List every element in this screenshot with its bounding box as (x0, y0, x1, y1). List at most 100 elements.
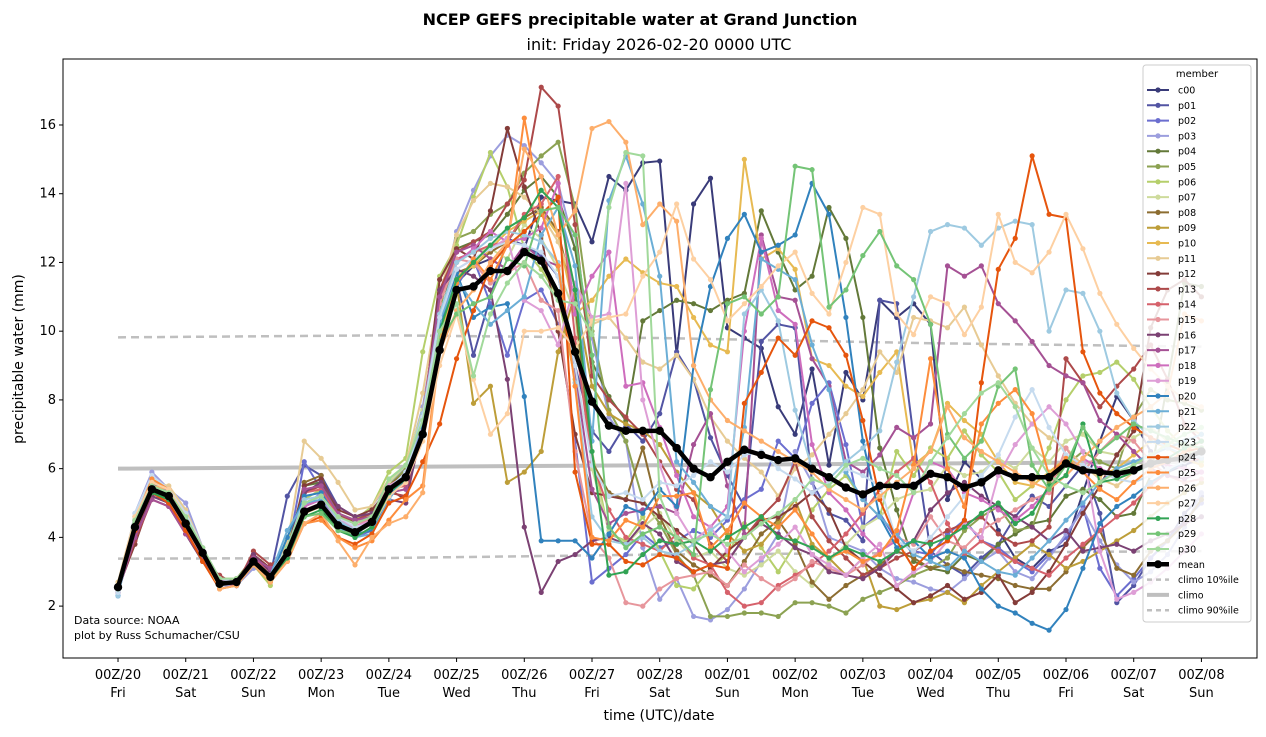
legend-swatch-marker (1155, 439, 1161, 445)
member-p09-point (606, 411, 612, 417)
member-p15-point (640, 603, 646, 609)
legend-swatch-marker (1155, 546, 1161, 552)
member-p06-point (386, 469, 392, 475)
member-p12-point (521, 184, 527, 190)
member-p29-point (826, 304, 832, 310)
member-p26-point (403, 514, 409, 520)
member-p20-point (741, 211, 747, 217)
member-p14-point (1080, 541, 1086, 547)
member-p24-point (572, 469, 578, 475)
member-p15-point (758, 576, 764, 582)
member-p26-point (961, 435, 968, 441)
member-p29-point (978, 438, 984, 444)
member-p18-point (860, 531, 866, 537)
x-tick-day-label: Wed (442, 686, 470, 701)
ensemble-mean-point (215, 579, 224, 588)
member-c00-point (690, 201, 697, 207)
member-p04-point (640, 318, 646, 324)
member-p13-point (894, 555, 900, 561)
ensemble-mean-point (435, 345, 444, 355)
member-p11-point (335, 479, 341, 485)
member-p23-point (860, 472, 866, 479)
member-p04-point (1097, 496, 1103, 503)
ensemble-mean-point (1011, 473, 1020, 482)
member-p30-point (487, 311, 494, 317)
member-p03-point (690, 613, 697, 620)
member-p09-point (487, 383, 494, 389)
member-p29-point (1114, 435, 1120, 441)
member-p11-point (487, 180, 494, 187)
x-tick-date-label: 00Z/24 (366, 668, 412, 683)
member-p11-point (453, 232, 460, 238)
member-p28-point (453, 277, 460, 283)
member-p17-point (944, 263, 951, 269)
member-p03-point (961, 576, 968, 582)
ensemble-mean-point (486, 266, 495, 276)
member-p29-point (1131, 421, 1137, 427)
member-p26-point (843, 496, 849, 503)
member-p16-point (944, 490, 951, 496)
member-p24-point (470, 307, 477, 314)
member-p29-point (894, 263, 900, 269)
member-c00-point (944, 496, 951, 503)
member-p21-point (1080, 500, 1086, 506)
legend-label: climo 90%ile (1178, 606, 1239, 617)
ensemble-mean-point (1095, 467, 1105, 477)
member-p30-point (724, 541, 731, 547)
member-p17-point (623, 510, 629, 516)
member-p09-point (538, 448, 544, 455)
ensemble-mean-point (1061, 459, 1071, 468)
member-p04-point (1131, 510, 1137, 516)
ensemble-mean-point (621, 426, 631, 436)
member-p17-point (1012, 318, 1018, 324)
legend-swatch-marker (1155, 163, 1161, 170)
y-tick-label: 10 (39, 324, 56, 339)
member-p03-point (657, 596, 663, 602)
legend-label: p08 (1178, 208, 1196, 219)
member-p23-point (674, 483, 680, 489)
member-p23-point (927, 534, 934, 540)
member-p27-point (877, 211, 883, 217)
member-p14-point (640, 541, 646, 547)
member-p19-point (978, 534, 984, 540)
member-p27-point (894, 311, 900, 317)
member-p09-point (894, 606, 900, 613)
member-p29-point (318, 510, 324, 516)
member-p02-point (775, 438, 781, 444)
member-p22-point (741, 311, 747, 317)
member-p04-point (657, 307, 663, 314)
member-p01-point (860, 538, 866, 544)
x-tick-day-label: Fri (110, 686, 126, 701)
member-p28-point (792, 538, 798, 544)
member-p27-point (1029, 270, 1035, 276)
member-p02-point (623, 551, 629, 558)
legend-swatch-marker (1155, 424, 1161, 430)
member-p26-point (657, 201, 663, 207)
member-p19-point (1046, 404, 1052, 410)
plot-frame (62, 58, 1258, 659)
member-p14-point (927, 479, 934, 485)
member-p19-point (1012, 441, 1018, 448)
member-p20-point (640, 510, 646, 516)
member-p26-point (623, 139, 629, 145)
member-p12-point (437, 277, 443, 283)
member-p18-point (606, 249, 612, 255)
member-p16-point (860, 576, 866, 582)
member-p28-point (538, 187, 544, 193)
member-p19-point (640, 397, 646, 403)
member-p15-point (538, 297, 544, 303)
x-tick-date-label: 00Z/27 (569, 668, 615, 683)
member-p05-point (877, 589, 883, 595)
member-p14-point (1063, 555, 1069, 561)
member-p12-point (944, 582, 951, 589)
member-p20-point (1131, 493, 1137, 499)
legend-item-p09: p09 (1147, 223, 1196, 234)
member-p20-point (758, 249, 764, 255)
member-p29-point (589, 352, 595, 358)
x-tick-day-label: Fri (584, 686, 600, 701)
member-p13-point (1131, 366, 1137, 372)
legend-swatch-marker (1155, 148, 1161, 154)
member-p29-point (1097, 448, 1103, 455)
y-tick-label: 8 (48, 393, 56, 408)
member-p29-point (911, 277, 917, 283)
